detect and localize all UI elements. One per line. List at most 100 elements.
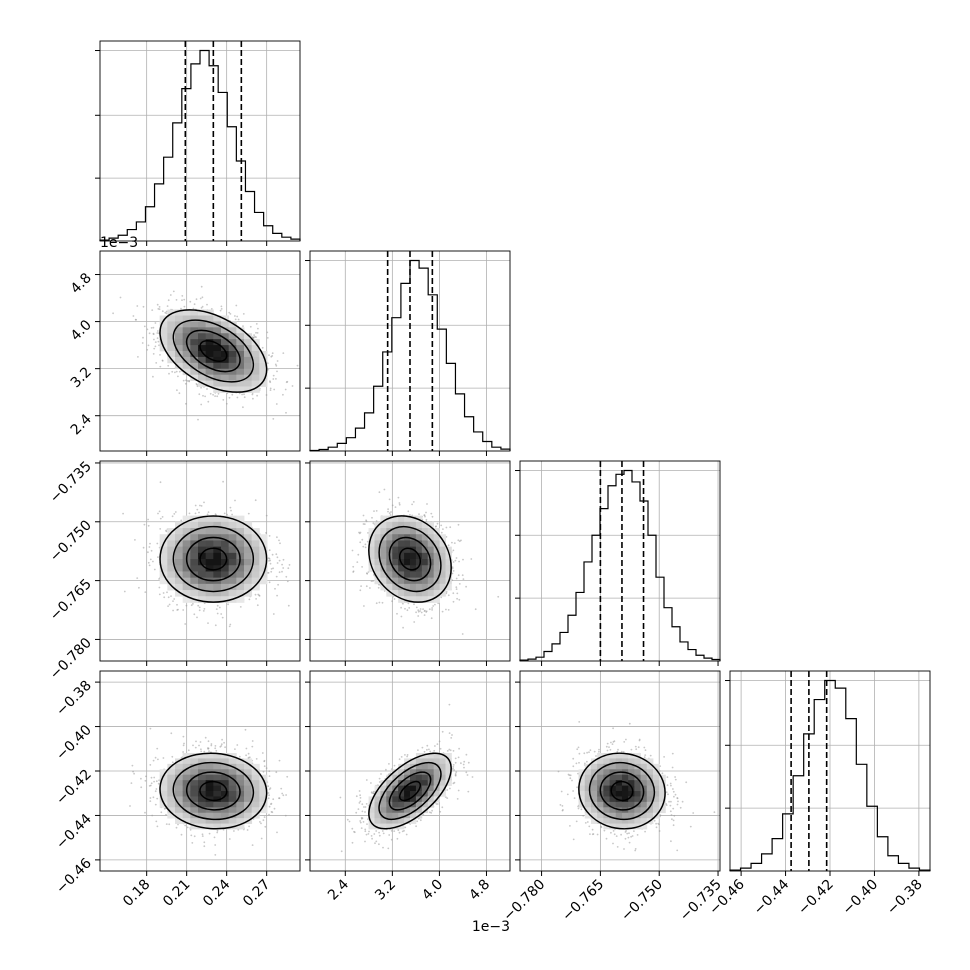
scatter-point [157, 340, 160, 343]
density-cell [236, 327, 245, 334]
density-cell [404, 521, 411, 529]
scatter-point [365, 585, 368, 588]
scatter-point [200, 307, 203, 309]
density-cell [421, 521, 429, 529]
scatter-point [363, 605, 365, 607]
scatter-point [415, 611, 417, 614]
contour-0 [199, 339, 228, 363]
scatter-point [383, 590, 386, 592]
density-cell [244, 362, 253, 370]
density-cell [205, 540, 214, 548]
density-cell [392, 534, 399, 541]
scatter-point [119, 296, 122, 299]
scatter-point [136, 305, 139, 307]
density-cell [190, 374, 199, 381]
density-cell [198, 345, 207, 352]
density-cell [259, 380, 268, 387]
scatter-point [287, 604, 290, 607]
density-cell [259, 374, 268, 381]
density-cell [213, 351, 222, 358]
scatter-point [202, 610, 205, 612]
scatter-point [453, 542, 456, 544]
density-cell [198, 534, 207, 541]
density-cell [205, 515, 214, 523]
density-cell [374, 571, 381, 579]
scatter-point [209, 392, 212, 395]
scatter-point [276, 594, 278, 597]
density-cell [415, 596, 423, 603]
scatter-point [252, 397, 254, 400]
density-cell [236, 339, 245, 346]
scatter-point [423, 614, 426, 616]
density-cell [190, 552, 199, 560]
scatter-point [212, 393, 214, 396]
scatter-point [278, 559, 281, 562]
scatter-point [207, 511, 210, 513]
scatter-point [182, 379, 185, 382]
scatter-point [265, 514, 268, 517]
scatter-point [387, 510, 389, 513]
scatter-point [272, 418, 275, 420]
scatter-point [149, 542, 151, 545]
scatter-point [422, 608, 424, 610]
scatter-point [152, 560, 154, 563]
scatter-point [277, 583, 279, 586]
density-cell [386, 534, 393, 541]
scatter-point [359, 541, 362, 544]
scatter-point [271, 553, 274, 556]
scatter-point [176, 609, 179, 611]
density-cell [410, 590, 417, 597]
scatter-point [423, 514, 426, 516]
scatter-point [456, 597, 458, 600]
density-cell [213, 333, 222, 340]
scatter-point [278, 571, 281, 574]
scatter-point [276, 562, 279, 564]
scatter-point [167, 299, 170, 302]
density-cell [190, 327, 199, 334]
density-cell [167, 351, 176, 358]
scatter-point [157, 758, 159, 761]
density-cell [205, 559, 214, 566]
density-cell [236, 565, 245, 572]
density-cell [175, 546, 184, 554]
density-cell [236, 351, 245, 358]
density-cell [439, 534, 446, 541]
density-cell [175, 339, 184, 346]
density-cell [415, 559, 423, 566]
scatter-point [440, 531, 443, 534]
density-cell [244, 380, 253, 387]
density-cell [221, 552, 230, 560]
scatter-point [197, 604, 200, 607]
density-cell [398, 521, 405, 529]
density-cell [175, 327, 184, 334]
scatter-point [154, 790, 157, 793]
scatter-point [377, 586, 380, 589]
density-cell [251, 534, 260, 541]
contour-1 [388, 536, 432, 582]
density-cell [167, 333, 176, 340]
scatter-point [402, 626, 404, 629]
scatter-point [373, 510, 375, 512]
scatter-point [458, 583, 461, 585]
scatter-point [190, 604, 193, 607]
density-cell [221, 374, 230, 381]
scatter-point [388, 512, 391, 515]
scatter-point [226, 513, 228, 516]
density-cell [190, 321, 199, 328]
density-cell [404, 515, 411, 523]
density-cell [159, 315, 168, 322]
scatter-point [229, 623, 232, 626]
scatter-point [381, 601, 384, 604]
scatter-point [200, 285, 203, 288]
scatter-point [112, 312, 114, 315]
scatter-point [390, 511, 392, 513]
density-cell [213, 565, 222, 572]
density-cell [410, 528, 417, 535]
density-cell [415, 546, 423, 554]
scatter-point [172, 600, 174, 602]
density-cell [244, 559, 253, 566]
density-cell [175, 534, 184, 541]
scatter-point [268, 775, 271, 777]
scatter-point [352, 565, 355, 568]
